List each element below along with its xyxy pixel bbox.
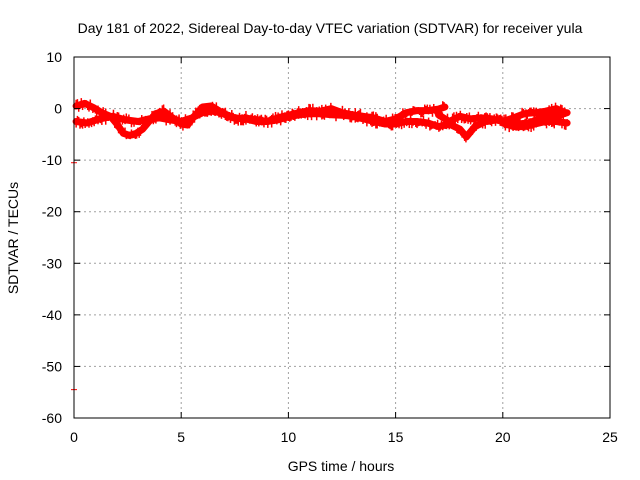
- plot-frame: [73, 56, 611, 419]
- y-tick-label: -60: [42, 410, 62, 426]
- x-tick-label: 15: [388, 429, 404, 445]
- series-track-4: [499, 114, 571, 133]
- x-tick-label: 20: [495, 429, 511, 445]
- y-tick-label: -30: [42, 255, 62, 271]
- y-tick-label: 0: [54, 101, 62, 117]
- series-track-2: [72, 105, 571, 143]
- y-tick-label: -10: [42, 152, 62, 168]
- axis-ticks: 0 5 10 15 20 25 10 0 -10 -20 -30 -40 -50 -60: [42, 49, 618, 445]
- y-tick-label: -40: [42, 307, 62, 323]
- plot-area: [71, 98, 571, 391]
- x-tick-label: 5: [177, 429, 185, 445]
- x-tick-label: 0: [70, 429, 78, 445]
- y-axis-label: SDTVAR / TECUs: [5, 182, 21, 294]
- y-tick-label: 10: [46, 49, 62, 65]
- y-tick-label: -20: [42, 204, 62, 220]
- x-tick-label: 25: [602, 429, 618, 445]
- x-axis-label: GPS time / hours: [288, 458, 395, 474]
- y-tick-label: -50: [42, 358, 62, 374]
- chart-title: Day 181 of 2022, Sidereal Day-to-day VTE…: [78, 20, 583, 36]
- x-tick-label: 10: [281, 429, 297, 445]
